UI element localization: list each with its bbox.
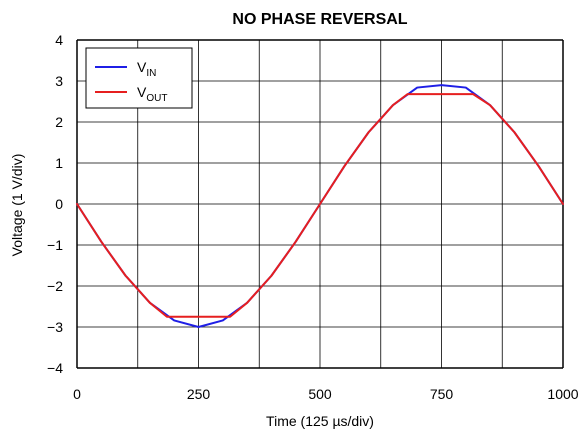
legend-box [85,47,193,109]
y-tick-label: 1 [55,155,63,171]
y-tick-label: −3 [47,319,63,335]
x-tick-label: 500 [308,386,332,402]
y-tick-label: −4 [47,360,63,376]
y-tick-label: 3 [55,73,63,89]
series-lines [76,84,564,328]
y-tick-label: 4 [55,32,63,48]
x-tick-label: 750 [430,386,454,402]
series-line-vout [76,93,564,318]
y-tick-label: 0 [55,196,63,212]
x-tick-labels: 0 250 500 750 1000 [73,386,579,402]
y-tick-label: −1 [47,237,63,253]
x-tick-label: 250 [187,386,211,402]
x-tick-label: 0 [73,386,81,402]
y-tick-label: −2 [47,278,63,294]
y-tick-label: 2 [55,114,63,130]
legend-label: VOUT [137,84,167,104]
y-tick-labels: 4 3 2 1 0 −1 −2 −3 −4 [47,32,63,376]
x-tick-label: 1000 [547,386,578,402]
chart-title: NO PHASE REVERSAL [232,11,407,28]
x-axis-label: Time (125 µs/div) [266,413,374,429]
legend-label: VIN [137,59,156,79]
legend: VIN VOUT [85,47,193,109]
y-axis-label: Voltage (1 V/div) [9,154,25,257]
